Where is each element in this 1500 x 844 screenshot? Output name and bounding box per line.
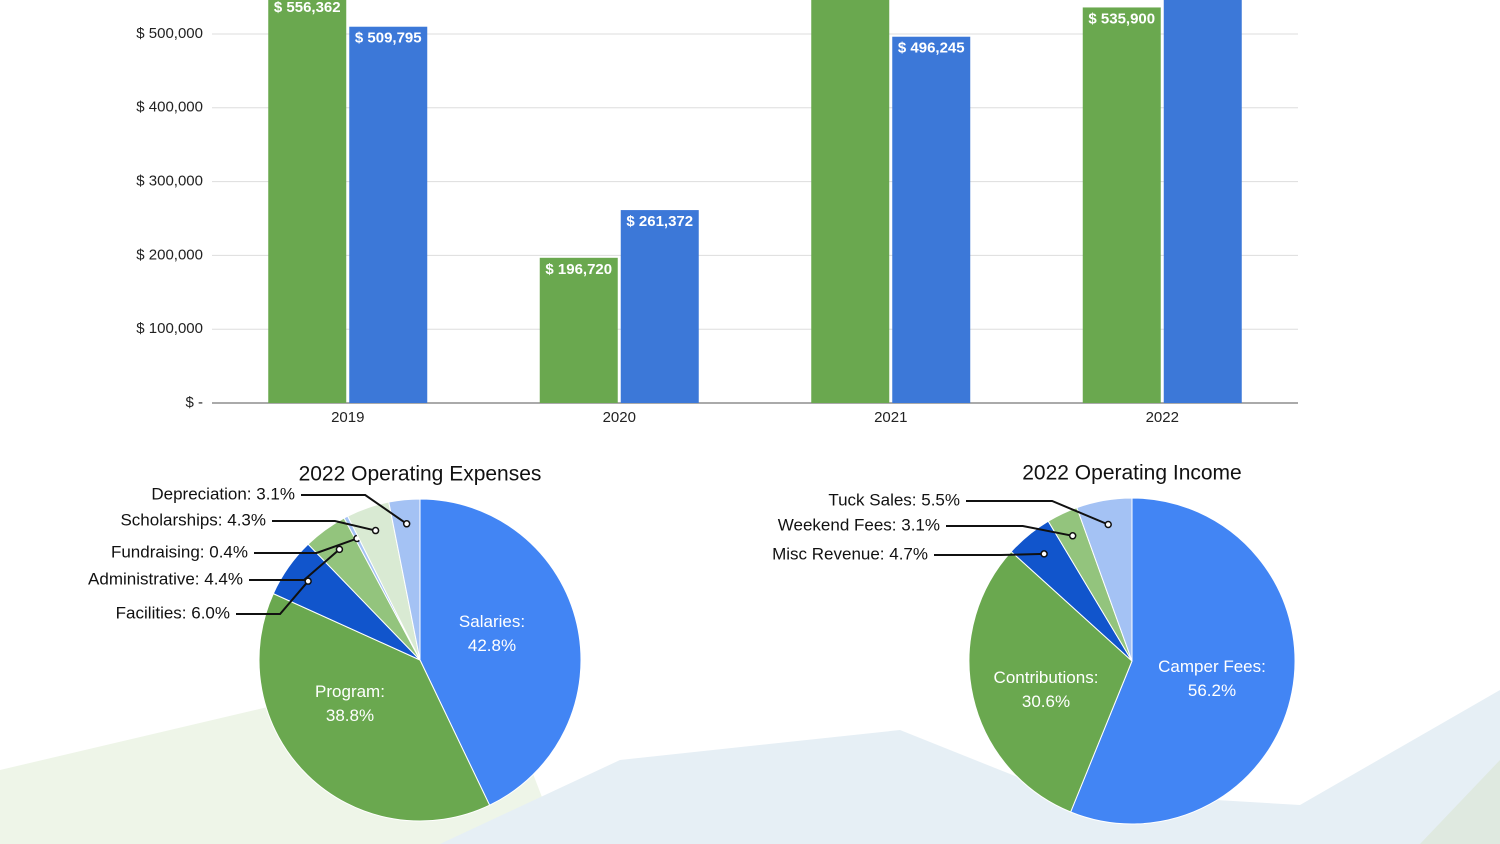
leader-dot <box>1040 550 1048 558</box>
slice-label: Salaries: 42.8% <box>458 612 526 655</box>
y-tick-label: $ 200,000 <box>136 246 203 263</box>
leader-line <box>249 548 341 581</box>
slice-label: Administrative: 4.4% <box>88 569 243 588</box>
data-label: $ 535,900 <box>1088 10 1155 27</box>
leader-dot <box>304 577 312 585</box>
data-label: $ 509,795 <box>355 30 422 47</box>
bar <box>539 257 618 403</box>
data-label: $ 261,372 <box>626 213 693 230</box>
leader-line <box>946 525 1073 537</box>
slice-label: Camper Fees: 56.2% <box>1158 657 1266 700</box>
chart-title: 2022 Operating Expenses <box>299 463 542 486</box>
pie-slice <box>1076 497 1133 662</box>
x-tick-label: 2019 <box>331 409 364 426</box>
bar <box>892 36 971 403</box>
slice-label: Program: 38.8% <box>315 682 385 725</box>
slice-label: Misc Revenue: 4.7% <box>772 544 928 563</box>
pie-slice <box>258 592 491 822</box>
leader-line <box>254 537 358 554</box>
leader-line <box>236 580 309 615</box>
bar <box>349 26 428 403</box>
slice-label: Facilities: 6.0% <box>116 603 230 622</box>
x-tick-label: 2020 <box>603 409 636 426</box>
y-tick-label: $ 300,000 <box>136 173 203 190</box>
leader-dot <box>1068 532 1077 540</box>
data-label: $ 496,245 <box>898 40 965 57</box>
leader-line <box>301 494 408 525</box>
leader-dot <box>402 520 411 528</box>
bar <box>1082 7 1161 403</box>
slice-label: Fundraising: 0.4% <box>111 542 248 561</box>
pie-slice <box>1069 497 1296 825</box>
chart-title: 2022 Operating Income <box>1022 462 1241 485</box>
slice-label: Tuck Sales: 5.5% <box>828 490 960 509</box>
bar <box>811 0 890 404</box>
slice-label: Contributions: 30.6% <box>993 668 1099 711</box>
y-tick-label: $ 100,000 <box>136 320 203 337</box>
bar <box>268 0 347 403</box>
y-tick-label: $ 500,000 <box>136 25 203 42</box>
slice-label: Scholarships: 4.3% <box>120 510 266 529</box>
pie-slice <box>968 550 1133 813</box>
pie-slice <box>388 498 421 661</box>
pie-slice <box>419 498 582 806</box>
y-tick-label: $ - <box>185 394 203 411</box>
data-label: $ 556,362 <box>274 0 341 16</box>
bar <box>620 210 699 403</box>
y-tick-label: $ 400,000 <box>136 99 203 116</box>
bar <box>1163 0 1242 404</box>
slice-label: Depreciation: 3.1% <box>151 484 295 503</box>
x-tick-label: 2022 <box>1146 409 1179 426</box>
leader-dot <box>371 526 380 535</box>
slice-label: Weekend Fees: 3.1% <box>778 515 940 534</box>
leader-line <box>272 520 376 532</box>
x-tick-label: 2021 <box>874 409 907 426</box>
data-label: $ 196,720 <box>545 261 612 278</box>
leader-line <box>934 552 1045 556</box>
leader-dot <box>1104 520 1112 529</box>
leader-dot <box>335 545 344 554</box>
leader-line <box>966 500 1109 526</box>
